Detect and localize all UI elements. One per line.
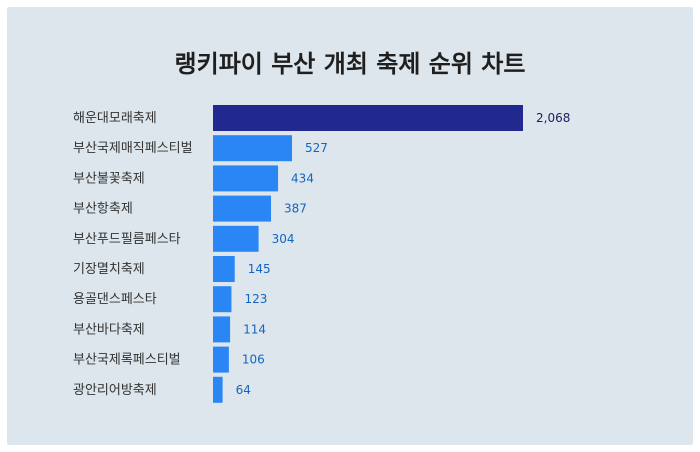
category-label: 광안리어방축제	[73, 383, 157, 398]
bar	[213, 165, 279, 192]
chart-frame	[7, 7, 693, 445]
value-label: 2,068	[536, 111, 570, 125]
value-label: 527	[305, 141, 328, 155]
value-label: 114	[243, 322, 266, 336]
bar	[213, 195, 272, 222]
category-label: 부산푸드필름페스타	[73, 232, 181, 247]
value-label: 434	[291, 171, 314, 185]
bar	[213, 225, 259, 252]
category-label: 부산불꽃축제	[73, 171, 145, 186]
bar	[213, 316, 231, 343]
category-label: 해운대모래축제	[73, 111, 157, 126]
category-label: 용골댄스페스타	[73, 292, 157, 307]
bar	[213, 376, 223, 403]
category-label: 부산바다축제	[73, 322, 145, 337]
value-label: 145	[248, 262, 271, 276]
category-label: 기장멸치축제	[73, 262, 145, 277]
value-label: 64	[236, 383, 251, 397]
value-label: 123	[244, 292, 267, 306]
bar	[213, 135, 292, 162]
category-label: 부산국제록페스티벌	[73, 353, 181, 368]
bar	[213, 256, 235, 282]
value-label: 106	[242, 353, 265, 367]
bar	[213, 346, 229, 373]
bar	[213, 286, 232, 313]
chart-title: 랭키파이 부산 개최 축제 순위 차트	[174, 50, 526, 78]
category-label: 부산항축제	[73, 202, 133, 217]
category-label: 부산국제매직페스티벌	[73, 141, 193, 156]
value-label: 304	[272, 232, 295, 246]
value-label: 387	[284, 202, 307, 216]
bar	[213, 105, 523, 131]
